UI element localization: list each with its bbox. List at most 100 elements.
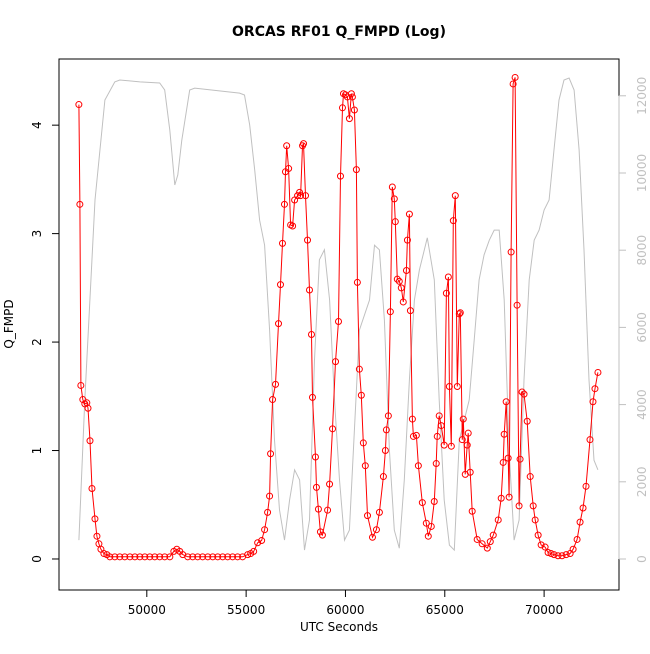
data-point [391,218,399,226]
data-point [414,462,422,470]
data-point [456,309,464,317]
data-point [318,531,326,539]
data-point [381,447,389,455]
data-point [156,553,164,561]
data-point [520,390,528,398]
data-point [562,551,570,559]
data-point [382,426,390,434]
data-point [77,381,85,389]
data-point [500,430,508,438]
data-point [412,431,420,439]
y-axis-label: Q_FMPD [2,299,16,348]
data-point [554,552,562,560]
data-point [289,222,297,230]
data-point [451,192,459,200]
data-point [468,507,476,515]
data-point [106,553,114,561]
data-point [569,545,577,553]
data-point [136,553,144,561]
data-point [591,385,599,393]
data-point [302,192,310,200]
data-point [537,541,545,549]
data-point [209,553,217,561]
data-point [497,494,505,502]
data-point [515,502,523,510]
data-point [234,553,242,561]
data-point [435,412,443,420]
y2-tick-label: 6000 [635,312,649,343]
x-tick-label: 60000 [326,603,364,617]
data-point [433,432,441,440]
data-point [199,553,207,561]
data-point [455,310,463,318]
data-point [579,504,587,512]
data-point [266,492,274,500]
data-point [141,553,149,561]
data-point [550,551,558,559]
x-tick-label: 55000 [227,603,265,617]
data-point [458,436,466,444]
data-point [422,519,430,527]
data-point [449,217,457,225]
data-point [214,553,222,561]
data-point [453,383,461,391]
data-point [332,358,340,366]
data-point [507,248,515,256]
data-point [84,404,92,412]
data-point [219,553,227,561]
data-point [544,548,552,556]
data-point [430,498,438,505]
data-point [576,518,584,526]
data-point [297,192,305,200]
data-point [483,544,491,552]
data-point [304,236,312,244]
data-point [254,539,262,547]
data-point [306,286,314,294]
data-point [86,437,94,445]
data-point [347,90,355,98]
data-point [494,516,502,524]
x-axis-label: UTC Seconds [300,620,378,634]
data-point [399,298,407,306]
data-point [384,412,392,420]
data-point [573,535,581,543]
data-point [88,484,96,492]
data-point [300,140,308,148]
data-point [547,550,555,558]
data-point [405,210,413,218]
y-tick-label: 3 [30,230,44,238]
data-point [258,537,266,545]
data-point [280,200,288,208]
data-point [531,516,539,524]
data-point [116,553,124,561]
data-point [459,415,467,423]
data-point [267,450,275,458]
data-point [464,429,472,437]
data-point [375,508,383,516]
data-point [364,512,372,520]
data-point [272,380,280,388]
data-point [336,172,344,180]
data-point [111,553,119,561]
data-point [350,106,358,114]
data-point [424,532,432,540]
y2-tick-label: 10000 [635,154,649,192]
data-point [357,391,365,399]
y-tick-label: 0 [30,555,44,563]
data-point [526,473,534,481]
data-point [489,531,497,539]
data-point [76,200,84,208]
series-line [78,77,599,552]
data-point [502,398,510,406]
data-point [505,493,513,501]
data-point [445,383,453,391]
data-point [224,553,232,561]
data-point [151,553,159,561]
data-point [296,188,304,196]
data-point [541,543,549,551]
y2-tick-label: 0 [635,555,649,563]
data-point [368,533,376,541]
data-point [264,508,272,516]
chart-title: ORCAS RF01 Q_FMPD (Log) [232,24,446,40]
data-point [523,417,531,425]
